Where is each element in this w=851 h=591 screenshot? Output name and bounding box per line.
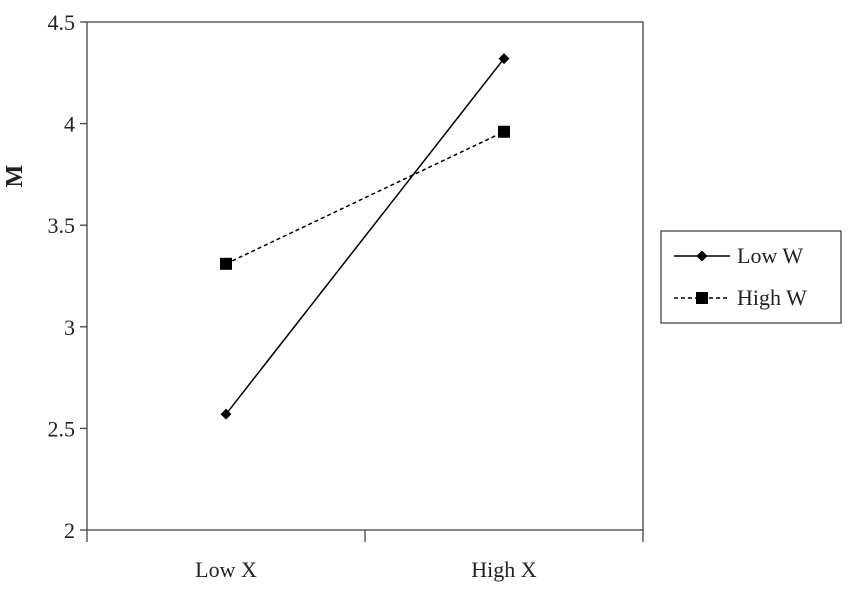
data-point (220, 257, 232, 270)
legend-marker (696, 292, 708, 304)
legend-box (660, 230, 842, 324)
y-tick-label: 4.5 (48, 10, 76, 35)
series-high-w (220, 125, 510, 270)
legend-label: Low W (737, 243, 803, 268)
y-tick-label: 3 (64, 315, 75, 340)
legend-label: High W (737, 285, 807, 310)
x-tick-label: High X (471, 557, 537, 582)
x-tick-label: Low X (195, 557, 257, 582)
y-axis-ticks: 2 2.5 3 3.5 4 4.5 (48, 10, 87, 543)
y-tick-label: 3.5 (48, 213, 76, 238)
data-point (220, 408, 232, 420)
series-low-w (220, 53, 510, 420)
data-point (498, 125, 510, 138)
y-tick-label: 4 (64, 112, 75, 137)
legend-item: High W (674, 285, 807, 310)
legend-item: Low W (674, 243, 803, 268)
y-tick-label: 2 (64, 518, 75, 543)
data-point (498, 53, 510, 65)
plot-area (86, 21, 644, 531)
y-axis-title: M (2, 165, 28, 188)
series-line (225, 58, 505, 415)
series-line (225, 131, 505, 265)
series-layer (220, 53, 510, 420)
legend: Low W High W (660, 230, 842, 324)
x-axis-ticks: Low X High X (86, 530, 644, 582)
legend-marker (696, 250, 708, 262)
y-tick-label: 2.5 (48, 416, 76, 441)
